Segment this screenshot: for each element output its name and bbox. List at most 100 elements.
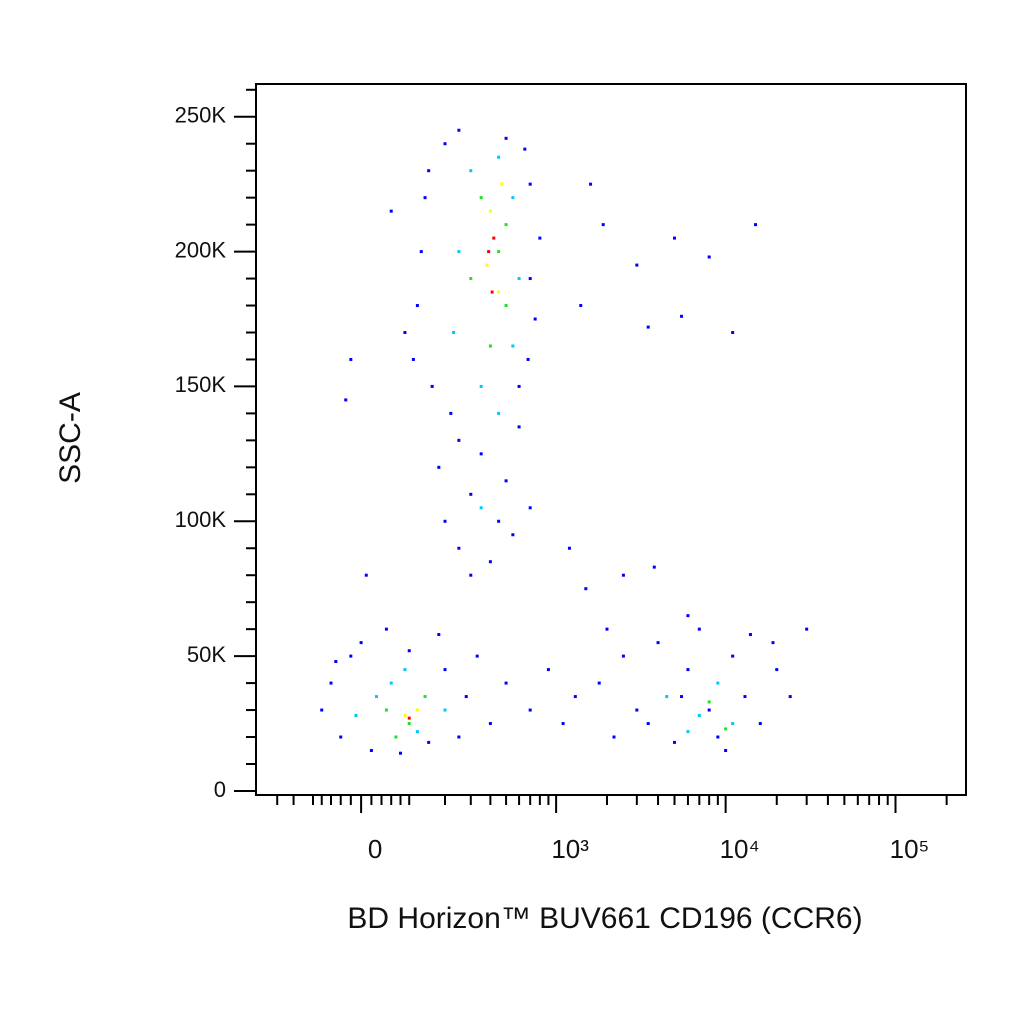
data-point: [646, 325, 650, 329]
data-point: [538, 236, 542, 240]
data-point: [437, 465, 441, 469]
data-point: [339, 735, 343, 739]
data-point: [497, 290, 501, 294]
data-point: [374, 695, 378, 699]
data-point: [517, 384, 521, 388]
data-point: [443, 668, 447, 672]
data-point: [415, 708, 419, 712]
data-point: [469, 277, 473, 281]
x-tick-label: 10⁴: [720, 834, 760, 864]
data-point: [533, 317, 537, 321]
data-point: [743, 695, 747, 699]
data-point: [403, 330, 407, 334]
y-tick-label: 250K: [175, 103, 227, 128]
data-point: [419, 250, 423, 254]
data-point: [526, 357, 530, 361]
data-point: [707, 708, 711, 712]
data-point: [504, 681, 508, 685]
data-point: [579, 304, 583, 308]
data-point: [523, 147, 527, 151]
data-point: [612, 735, 616, 739]
data-point: [731, 722, 735, 726]
data-point: [528, 506, 532, 510]
y-tick-label: 150K: [175, 372, 227, 397]
data-point: [635, 263, 639, 267]
data-point: [686, 668, 690, 672]
data-point: [697, 713, 701, 717]
data-point: [488, 344, 492, 348]
data-point: [805, 627, 809, 631]
data-point: [517, 425, 521, 429]
data-point: [329, 681, 333, 685]
x-tick-label: 0: [368, 834, 382, 864]
data-point: [724, 727, 728, 731]
data-point: [497, 155, 501, 159]
data-point: [716, 735, 720, 739]
data-point: [731, 654, 735, 658]
data-point: [686, 614, 690, 618]
data-point: [464, 695, 468, 699]
data-point: [511, 196, 515, 200]
data-point: [349, 357, 353, 361]
data-point: [389, 209, 393, 213]
data-point: [427, 169, 431, 173]
data-point: [511, 344, 515, 348]
data-point: [646, 722, 650, 726]
data-point: [665, 695, 669, 699]
data-point: [680, 695, 684, 699]
data-point: [469, 573, 473, 577]
data-point: [672, 236, 676, 240]
data-point: [334, 660, 338, 664]
data-point: [403, 713, 407, 717]
data-point: [469, 169, 473, 173]
data-point: [415, 730, 419, 734]
data-point: [504, 479, 508, 483]
x-tick-label: 10⁵: [890, 834, 930, 864]
data-point: [605, 627, 609, 631]
data-point: [398, 751, 402, 755]
data-point: [573, 695, 577, 699]
data-point: [430, 384, 434, 388]
data-point: [731, 330, 735, 334]
data-point: [457, 735, 461, 739]
data-point: [457, 438, 461, 442]
data-point: [788, 695, 792, 699]
data-point: [546, 668, 550, 672]
data-point: [457, 128, 461, 132]
data-point: [748, 633, 752, 637]
data-point: [488, 722, 492, 726]
data-point: [754, 223, 758, 227]
data-point: [479, 506, 483, 510]
data-point: [389, 681, 393, 685]
data-point: [621, 654, 625, 658]
data-point: [359, 641, 363, 645]
data-point: [354, 713, 358, 717]
data-point: [364, 573, 368, 577]
plot-frame: [255, 83, 967, 796]
data-point: [652, 565, 656, 569]
data-point: [528, 277, 532, 281]
y-axis-label: SSC-A: [54, 392, 87, 484]
data-point: [672, 740, 676, 744]
data-point: [403, 668, 407, 672]
data-point: [488, 209, 492, 213]
data-point: [775, 668, 779, 672]
data-point: [686, 730, 690, 734]
data-point: [656, 641, 660, 645]
data-point: [497, 519, 501, 523]
data-point: [415, 304, 419, 308]
data-point: [457, 250, 461, 254]
data-point: [504, 304, 508, 308]
data-point: [407, 649, 411, 653]
data-point: [488, 560, 492, 564]
data-point: [500, 182, 504, 186]
data-point: [635, 708, 639, 712]
data-point: [384, 708, 388, 712]
y-tick-label: 50K: [187, 642, 226, 667]
data-point: [407, 716, 411, 720]
data-point: [437, 633, 441, 637]
data-point: [504, 223, 508, 227]
data-point: [475, 654, 479, 658]
data-point: [771, 641, 775, 645]
data-point: [517, 277, 521, 281]
